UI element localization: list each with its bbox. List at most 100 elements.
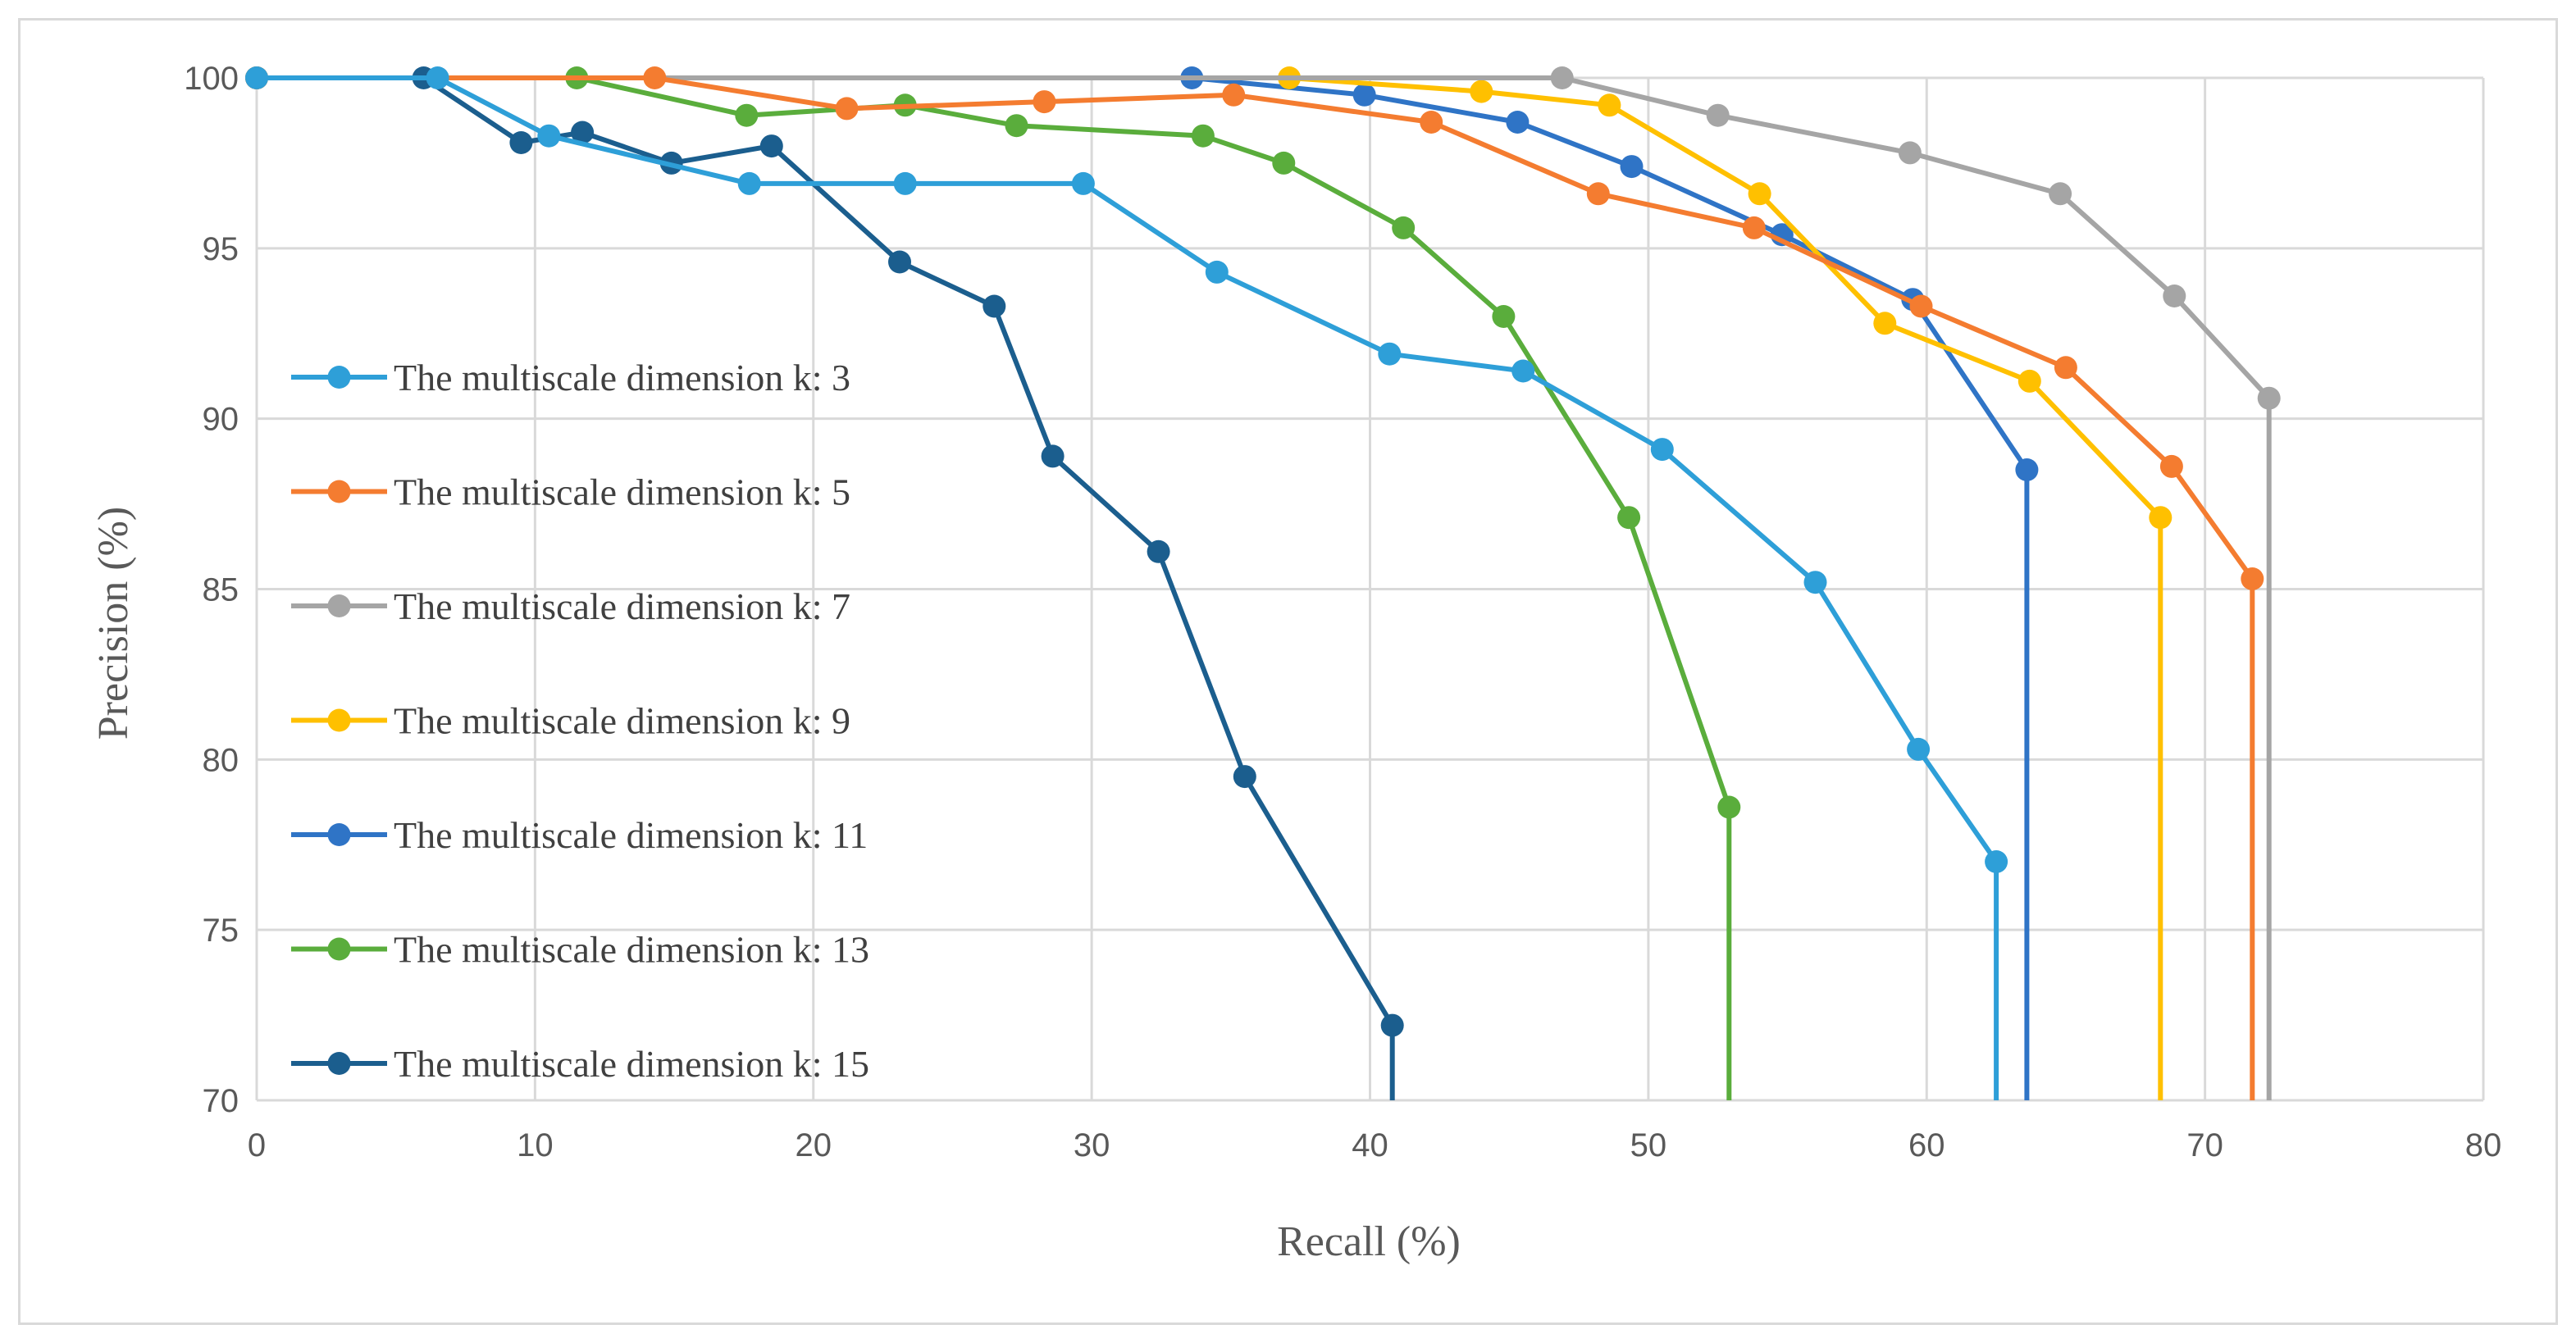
- legend-swatch-marker: [327, 480, 351, 503]
- data-point: [1620, 155, 1644, 179]
- data-point: [1071, 171, 1095, 195]
- legend-item: The multiscale dimension k: 7: [291, 585, 850, 627]
- legend-swatch-marker: [327, 1052, 351, 1075]
- legend-swatch-marker: [327, 366, 351, 389]
- legend-swatch-marker: [327, 708, 351, 732]
- data-point: [1511, 359, 1535, 383]
- data-point: [2049, 182, 2072, 206]
- legend-label: The multiscale dimension k: 11: [394, 814, 868, 856]
- legend-item: The multiscale dimension k: 3: [291, 357, 850, 398]
- x-tick-label: 10: [517, 1127, 554, 1163]
- data-point: [1420, 111, 1443, 134]
- data-point: [1033, 90, 1056, 114]
- x-tick-label: 0: [248, 1127, 266, 1163]
- legend-item: The multiscale dimension k: 11: [291, 814, 868, 856]
- y-tick-label: 80: [203, 742, 239, 778]
- y-tick-label: 85: [203, 572, 239, 608]
- data-point: [426, 66, 449, 89]
- data-point: [1706, 103, 1730, 127]
- x-tick-labels: 0 10 20 30 40 50 60 70 80: [248, 1127, 2501, 1163]
- data-point: [1392, 216, 1416, 239]
- chart-frame: 70 75 80 85 90 95 100 0 10 20 30 40 50 60 70 80 The mu…: [18, 18, 2558, 1325]
- data-point: [2017, 369, 2041, 393]
- y-tick-label: 100: [184, 61, 239, 97]
- data-point: [1550, 66, 1574, 89]
- data-point: [1985, 850, 2008, 873]
- grid-layer: [255, 76, 2485, 1102]
- data-point: [1506, 111, 1530, 134]
- data-point: [1492, 305, 1516, 328]
- x-axis-title: Recall (%): [1277, 1218, 1461, 1265]
- legend-label: The multiscale dimension k: 3: [394, 357, 850, 398]
- data-point: [759, 134, 783, 158]
- data-point: [643, 66, 667, 89]
- legend: The multiscale dimension k: 3 The multisc…: [291, 357, 869, 1085]
- legend-label: The multiscale dimension k: 5: [394, 471, 850, 513]
- data-point: [1650, 438, 1674, 462]
- data-point: [1898, 141, 1922, 165]
- data-point: [888, 250, 911, 274]
- data-point: [1380, 1013, 1404, 1037]
- data-point: [893, 171, 917, 195]
- legend-label: The multiscale dimension k: 9: [394, 700, 850, 742]
- series-line: [257, 75, 2272, 1100]
- data-point: [2257, 386, 2281, 410]
- x-tick-label: 60: [1908, 1127, 1945, 1163]
- data-point: [571, 121, 595, 144]
- data-point: [1717, 795, 1741, 819]
- y-tick-labels: 70 75 80 85 90 95 100: [184, 61, 239, 1119]
- data-point: [1873, 312, 1897, 335]
- data-point: [1470, 80, 1493, 103]
- x-tick-label: 40: [1352, 1127, 1388, 1163]
- data-point: [1352, 83, 1376, 107]
- data-point: [1598, 93, 1621, 117]
- data-point: [1617, 506, 1641, 530]
- data-point: [835, 97, 859, 121]
- legend-swatch-marker: [327, 594, 351, 617]
- y-axis-title: Precision (%): [90, 507, 137, 740]
- legend-item: The multiscale dimension k: 9: [291, 700, 850, 742]
- data-point: [983, 294, 1006, 318]
- data-point: [509, 131, 533, 154]
- data-point: [737, 171, 761, 195]
- data-point: [1191, 124, 1215, 148]
- data-point: [2054, 356, 2077, 380]
- data-point: [2241, 567, 2264, 590]
- data-point: [1586, 182, 1610, 206]
- data-point: [735, 103, 759, 127]
- y-tick-label: 75: [203, 913, 239, 949]
- data-point: [2159, 454, 2183, 478]
- series-k5: [245, 66, 2264, 1100]
- series-layer: [245, 66, 2281, 1100]
- data-point: [2149, 506, 2173, 530]
- data-point: [1147, 539, 1170, 563]
- x-tick-label: 80: [2465, 1127, 2502, 1163]
- legend-label: The multiscale dimension k: 15: [394, 1043, 869, 1085]
- data-point: [1378, 342, 1402, 366]
- data-point: [1205, 260, 1229, 284]
- data-point: [1803, 571, 1827, 594]
- legend-label: The multiscale dimension k: 7: [394, 585, 850, 627]
- series-k11: [245, 66, 2039, 1100]
- series-k3: [245, 66, 2008, 1100]
- series-line: [257, 75, 1732, 1100]
- data-point: [1222, 83, 1246, 107]
- data-point: [245, 66, 268, 89]
- data-point: [1909, 294, 1933, 318]
- data-point: [537, 124, 561, 148]
- legend-item: The multiscale dimension k: 15: [291, 1043, 869, 1085]
- data-point: [1272, 151, 1296, 175]
- data-point: [1005, 114, 1028, 138]
- data-point: [2015, 458, 2039, 481]
- legend-label: The multiscale dimension k: 13: [394, 929, 869, 971]
- data-point: [1907, 737, 1931, 761]
- data-point: [1748, 182, 1771, 206]
- legend-swatch-marker: [327, 823, 351, 846]
- data-point: [1041, 444, 1065, 468]
- data-point: [1233, 765, 1256, 789]
- data-point: [2163, 285, 2186, 307]
- precision-recall-chart: 70 75 80 85 90 95 100 0 10 20 30 40 50 60 70 80 The mu…: [90, 61, 2501, 1265]
- legend-item: The multiscale dimension k: 13: [291, 929, 869, 971]
- legend-swatch-marker: [327, 937, 351, 961]
- data-point: [1742, 216, 1766, 239]
